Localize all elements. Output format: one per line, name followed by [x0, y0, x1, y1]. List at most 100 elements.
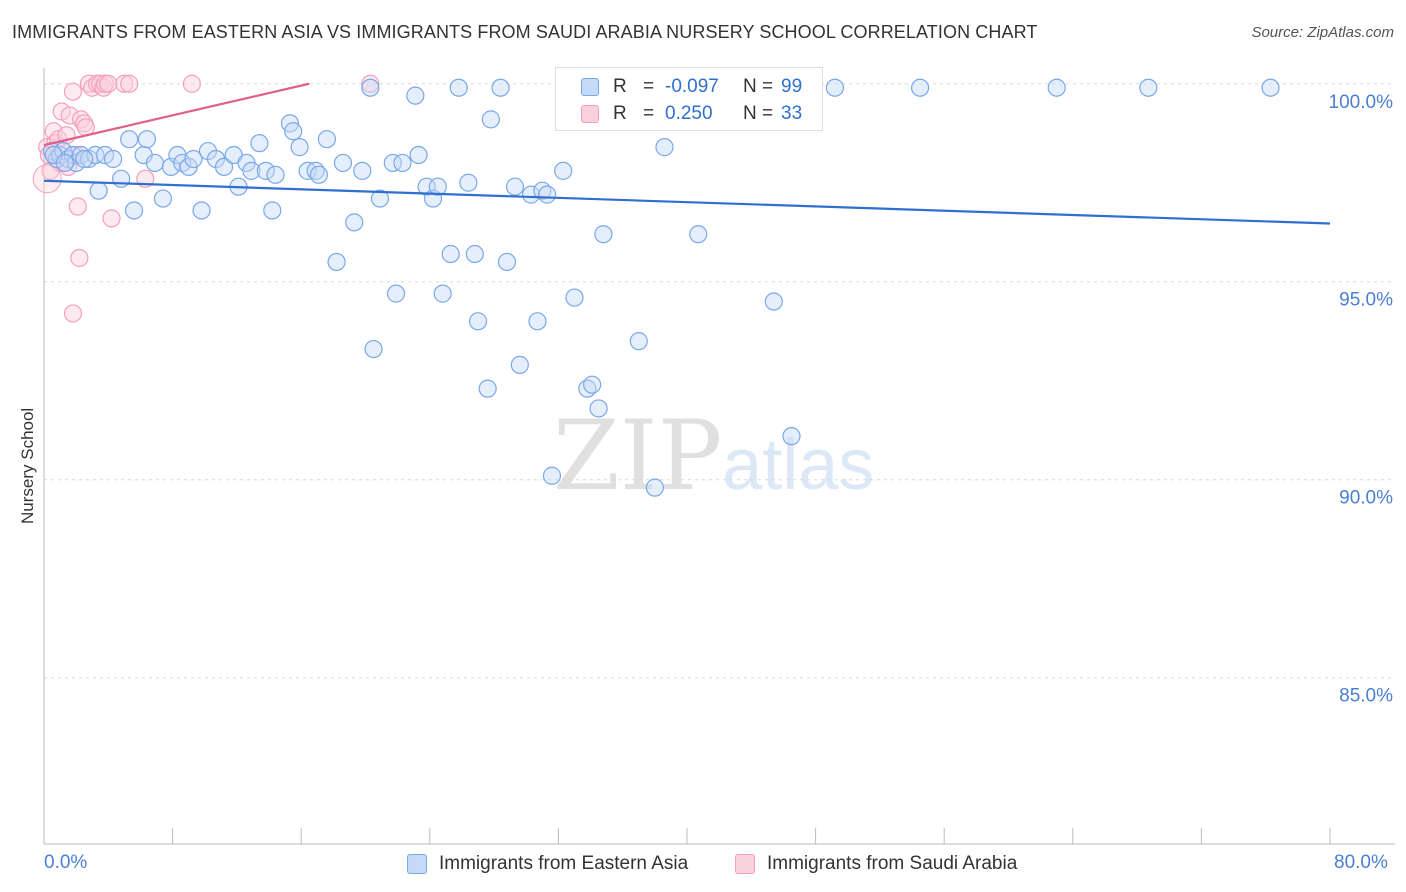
trend-line-saudi-arabia [43, 82, 310, 147]
saudi-arabia-point [120, 74, 139, 93]
series-legend: Immigrants from Eastern Asia Immigrants … [0, 851, 1406, 877]
eastern-asia-point [89, 181, 108, 200]
eastern-asia-point [655, 138, 674, 157]
saudi-arabia-point [102, 209, 121, 228]
eastern-asia-point [554, 161, 573, 180]
eastern-asia-point [583, 375, 602, 394]
x-axis-max-label: 80.0% [1334, 852, 1388, 873]
eastern-asia-point [284, 122, 303, 141]
series-legend-eastern-asia[interactable]: Immigrants from Eastern Asia [407, 853, 688, 875]
eastern-asia-point [263, 201, 282, 220]
saudi-arabia-point [60, 106, 79, 125]
y-tick-label: 90.0% [1339, 488, 1393, 509]
saudi-arabia-point [70, 248, 89, 268]
eastern-asia-point [153, 189, 173, 208]
legend-n-key: N = [743, 103, 774, 124]
eastern-asia-point [137, 130, 156, 149]
eastern-asia-point [145, 153, 165, 173]
eastern-asia-point [565, 288, 584, 307]
eastern-asia-point [214, 157, 234, 177]
stats-legend-row-eastern-asia: R = -0.097 N = 99 [581, 74, 802, 100]
eastern-asia-point [825, 78, 844, 97]
legend-r-value: 0.250 [665, 103, 713, 124]
eastern-asia-point [441, 244, 460, 264]
legend-n-key: N = [743, 76, 774, 97]
eastern-asia-point [689, 225, 708, 244]
series-legend-saudi-arabia[interactable]: Immigrants from Saudi Arabia [735, 853, 1017, 875]
eastern-asia-point [242, 161, 261, 180]
legend-r-key: R [613, 103, 627, 124]
y-tick-label: 85.0% [1339, 686, 1393, 707]
eastern-asia-point [386, 284, 406, 303]
eastern-asia-point [1047, 78, 1066, 97]
eastern-asia-point [75, 149, 94, 169]
eastern-asia-point [433, 284, 452, 303]
eastern-asia-point [353, 161, 372, 180]
eastern-asia-point [327, 252, 346, 272]
trend-line-eastern-asia [43, 179, 1331, 225]
legend-swatch-saudi-arabia [581, 105, 599, 123]
eastern-asia-point [383, 153, 402, 173]
eastern-asia-point [333, 153, 353, 173]
chart-title: IMMIGRANTS FROM EASTERN ASIA VS IMMIGRAN… [12, 22, 1038, 42]
eastern-asia-point [120, 130, 139, 149]
stats-legend-row-saudi-arabia: R = 0.250 N = 33 [581, 101, 802, 127]
eastern-asia-point [782, 427, 801, 446]
eastern-asia-point [309, 165, 328, 184]
eastern-asia-point [510, 355, 529, 374]
eastern-asia-point [521, 185, 541, 204]
eastern-asia-point [192, 201, 211, 220]
legend-n-value: 33 [781, 103, 803, 124]
eastern-asia-point [317, 130, 337, 149]
legend-r-value: -0.097 [665, 76, 719, 97]
eastern-asia-point [594, 225, 613, 244]
eastern-asia-point [478, 379, 497, 398]
legend-eq: = [643, 103, 655, 124]
series-eastern-asia-points [42, 78, 1280, 497]
y-tick-labels: 100.0% 95.0% 90.0% 85.0% [1329, 92, 1394, 707]
legend-n-value: 99 [781, 76, 803, 97]
eastern-asia-point [393, 153, 412, 173]
y-tick-label: 100.0% [1329, 92, 1394, 113]
eastern-asia-point [465, 244, 484, 264]
eastern-asia-point [468, 312, 488, 331]
eastern-asia-point [589, 399, 608, 418]
y-tick-label: 95.0% [1339, 290, 1393, 311]
source-credit: Source: ZipAtlas.com [1251, 24, 1394, 41]
eastern-asia-point [764, 292, 783, 311]
x-axis-min-label: 0.0% [44, 852, 88, 873]
eastern-asia-point [645, 478, 664, 497]
eastern-asia-point [528, 312, 547, 331]
eastern-asia-point [491, 78, 510, 97]
watermark: ZIPatlas [553, 400, 874, 512]
series-legend-label: Immigrants from Eastern Asia [439, 853, 689, 874]
axes [43, 68, 1395, 845]
eastern-asia-point [910, 78, 930, 97]
saudi-arabia-point [68, 197, 87, 216]
eastern-asia-point [124, 201, 144, 220]
eastern-asia-point [481, 110, 500, 129]
eastern-asia-point [361, 78, 380, 97]
legend-eq: = [643, 76, 655, 97]
legend-r-key: R [613, 76, 627, 97]
legend-swatch-eastern-asia [581, 78, 599, 96]
eastern-asia-point [505, 177, 525, 196]
eastern-asia-point [55, 153, 74, 173]
eastern-asia-point [1261, 78, 1280, 97]
saudi-arabia-point [99, 74, 118, 93]
series-legend-swatch-saudi-arabia [735, 854, 755, 874]
saudi-arabia-point [361, 74, 380, 93]
eastern-asia-point [542, 466, 562, 485]
eastern-asia-point [409, 145, 428, 165]
saudi-arabia-point [115, 74, 134, 93]
series-legend-swatch-eastern-asia [407, 854, 427, 874]
trend-lines [43, 82, 1331, 225]
saudi-arabia-point [32, 164, 62, 194]
eastern-asia-point [629, 332, 648, 351]
saudi-arabia-point [63, 82, 83, 101]
eastern-asia-point [406, 86, 425, 105]
eastern-asia-point [112, 169, 131, 188]
eastern-asia-point [266, 165, 285, 184]
eastern-asia-point [459, 173, 478, 192]
